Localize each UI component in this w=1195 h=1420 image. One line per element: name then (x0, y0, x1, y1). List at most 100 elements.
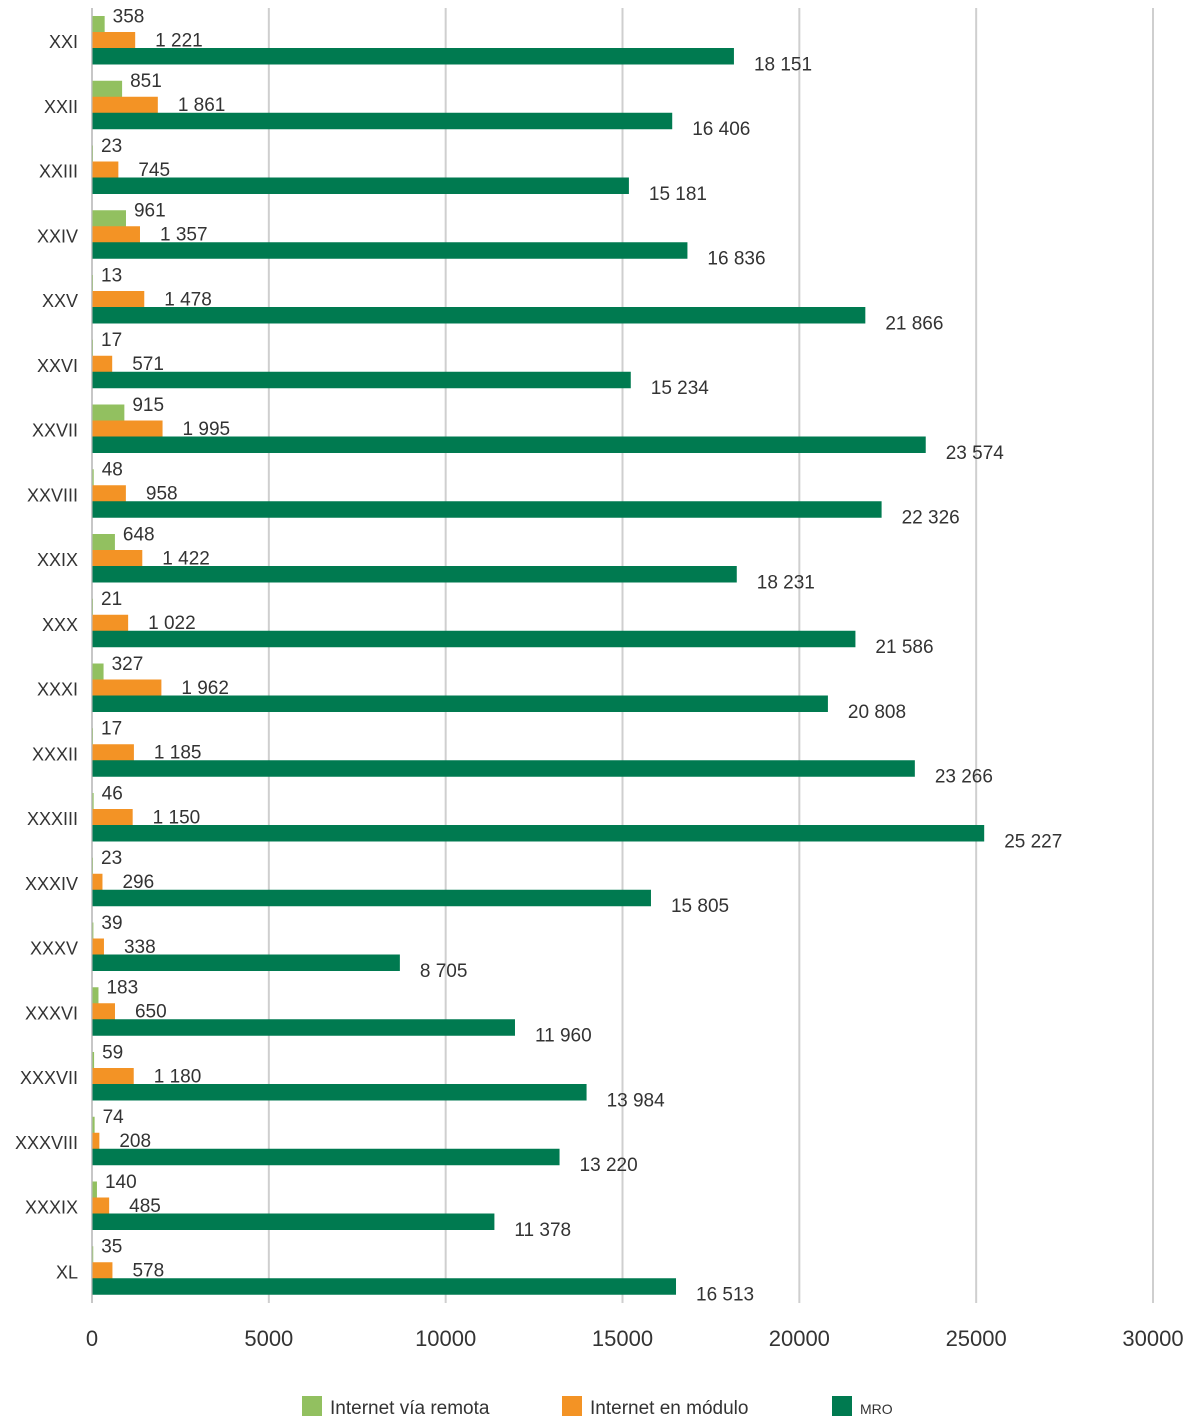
bar-remota-XXXV (92, 922, 94, 939)
category-label-XXI: XXI (49, 32, 78, 52)
data-label-mro-XXIII: 15 181 (649, 184, 707, 205)
category-label-XXXVIII: XXXVIII (15, 1133, 78, 1153)
x-tick-label-1: 5000 (244, 1326, 293, 1351)
category-label-XL: XL (56, 1262, 78, 1282)
category-label-XXXVI: XXXVI (25, 1003, 78, 1023)
bar-remota-XXXIX (92, 1181, 97, 1198)
bar-mro-XXXII (92, 760, 915, 777)
data-label-mro-XXII: 16 406 (692, 119, 750, 140)
bar-modulo-XXV (92, 291, 145, 308)
x-tick-label-4: 20000 (769, 1326, 830, 1351)
category-label-XXX: XXX (42, 615, 78, 635)
legend-swatch-1 (562, 1396, 582, 1416)
bar-modulo-XXXVI (92, 1003, 115, 1020)
data-label-remota-XXXVIII: 74 (103, 1107, 125, 1128)
data-label-remota-XL: 35 (101, 1237, 122, 1258)
data-label-modulo-XXVI: 571 (132, 354, 164, 375)
bar-mro-XXVIII (92, 501, 882, 518)
data-label-remota-XXXV: 39 (101, 913, 122, 934)
legend-label-2: MRO (860, 1401, 893, 1417)
data-label-mro-XXXVI: 11 960 (535, 1026, 592, 1047)
bar-mro-XXXIV (92, 889, 651, 907)
bar-modulo-XXIV (92, 226, 140, 243)
data-label-modulo-XL: 578 (132, 1261, 164, 1282)
data-label-mro-XXXIV: 15 805 (671, 896, 729, 917)
data-label-remota-XXII: 851 (130, 71, 162, 92)
data-label-modulo-XXIII: 745 (138, 160, 170, 181)
gridlines (91, 8, 1154, 1303)
bar-mro-XXVI (92, 371, 631, 389)
data-label-remota-XXXI: 327 (112, 654, 144, 675)
bar-modulo-XXXVIII (92, 1132, 100, 1150)
bar-modulo-XXXIII (92, 809, 133, 826)
data-label-remota-XXIX: 648 (123, 524, 155, 545)
bar-modulo-XXII (92, 96, 158, 114)
bar-mro-XXX (92, 630, 856, 648)
category-label-XXVII: XXVII (32, 421, 78, 441)
bar-mro-XXXVIII (92, 1148, 560, 1166)
bar-mro-XXXV (92, 954, 400, 971)
data-label-modulo-XXXVI: 650 (135, 1002, 167, 1023)
data-label-remota-XXVIII: 48 (102, 460, 123, 481)
bar-remota-XXXIII (92, 793, 94, 810)
x-tick-label-5: 25000 (946, 1326, 1007, 1351)
data-label-mro-XXVIII: 22 326 (902, 508, 960, 529)
data-label-modulo-XXX: 1 022 (148, 613, 196, 634)
data-label-remota-XXXIX: 140 (105, 1172, 137, 1193)
data-label-remota-XXXIV: 23 (101, 848, 122, 869)
data-label-remota-XXVI: 17 (101, 330, 122, 351)
category-label-XXXV: XXXV (30, 939, 78, 959)
data-label-mro-XXXIX: 11 378 (514, 1220, 571, 1241)
bar-remota-XL (92, 1246, 94, 1263)
data-label-mro-XXXVII: 13 984 (607, 1090, 666, 1111)
bar-remota-XXIX (92, 534, 115, 551)
bar-modulo-XXXVII (92, 1068, 134, 1085)
legend-swatch-0 (302, 1396, 322, 1416)
category-label-XXXIII: XXXIII (27, 809, 78, 829)
category-label-XXXI: XXXI (37, 680, 78, 700)
bar-mro-XXXVII (92, 1084, 587, 1101)
x-tick-label-0: 0 (86, 1326, 98, 1351)
legend: Internet vía remota Internet en módulo MRO (302, 1396, 893, 1419)
category-label-XXIX: XXIX (37, 550, 78, 570)
data-label-modulo-XXXIII: 1 150 (153, 807, 201, 828)
bar-modulo-XXVIII (92, 485, 126, 502)
data-label-remota-XXVII: 915 (132, 395, 164, 416)
bar-mro-XL (92, 1278, 677, 1295)
data-labels: 358 851 23 961 13 17 915 48 648 21 327 17 46 23 39 183 5… (101, 6, 1062, 1305)
data-label-remota-XXI: 358 (113, 6, 145, 27)
data-label-modulo-XXXIX: 485 (129, 1196, 161, 1217)
bar-mro-XXXIX (92, 1213, 495, 1230)
bar-mro-XXIV (92, 242, 688, 259)
data-label-mro-XXXIII: 25 227 (1004, 831, 1062, 852)
data-label-remota-XXXII: 17 (101, 719, 122, 740)
category-label-XXXVII: XXXVII (20, 1068, 78, 1088)
data-label-mro-XXXVIII: 13 220 (580, 1155, 638, 1176)
category-label-XXXIV: XXXIV (25, 874, 78, 894)
category-label-XXII: XXII (44, 97, 78, 117)
bar-modulo-XXIII (92, 161, 119, 178)
category-label-XXIV: XXIV (37, 226, 78, 246)
category-label-XXXIX: XXXIX (25, 1198, 78, 1218)
bar-modulo-XXXI (92, 679, 162, 696)
data-label-mro-XXIV: 16 836 (707, 249, 765, 270)
legend-label-1: Internet en módulo (590, 1398, 748, 1419)
bar-mro-XXXI (92, 695, 828, 712)
data-label-mro-XL: 16 513 (696, 1285, 754, 1306)
category-label-XXVIII: XXVIII (27, 485, 78, 505)
category-label-XXV: XXV (42, 291, 78, 311)
bar-modulo-XXI (92, 32, 136, 49)
data-label-mro-XXX: 21 586 (875, 637, 933, 658)
x-tick-label-2: 10000 (415, 1326, 476, 1351)
bar-mro-XXIII (92, 177, 629, 194)
bar-mro-XXIX (92, 566, 737, 583)
data-label-modulo-XXXVII: 1 180 (154, 1066, 202, 1087)
data-label-modulo-XXXV: 338 (124, 937, 156, 958)
bar-remota-XXVIII (92, 469, 94, 486)
data-label-remota-XXXVI: 183 (106, 978, 138, 999)
bar-modulo-XXXIX (92, 1197, 110, 1214)
bar-modulo-XXVI (92, 355, 113, 373)
bar-mro-XXI (92, 48, 734, 65)
bar-remota-XXI (92, 16, 105, 33)
